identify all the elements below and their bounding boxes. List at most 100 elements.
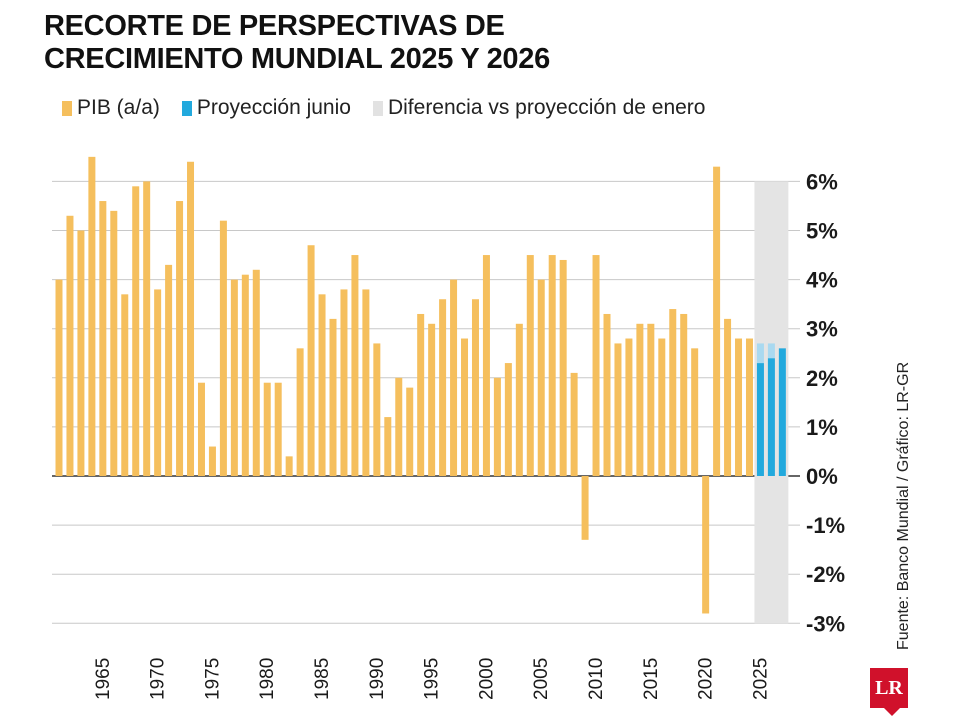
x-tick-label: 2010	[586, 658, 607, 700]
bar-gdp-2018	[680, 313, 688, 476]
y-tick-label: -3%	[806, 611, 845, 636]
x-tick-label: 2000	[476, 658, 497, 700]
bar-gdp-1999	[471, 299, 479, 476]
bar-gdp-1990	[373, 343, 381, 476]
bar-projection-2027	[778, 348, 786, 476]
bar-gdp-2024	[745, 338, 753, 476]
chart-title: RECORTE DE PERSPECTIVAS DE CRECIMIENTO M…	[44, 10, 744, 76]
bar-gdp-1974	[197, 382, 205, 476]
x-tick-label: 2005	[531, 658, 552, 700]
y-tick-label: 5%	[806, 219, 838, 244]
bar-projection-2026	[767, 358, 775, 476]
bar-gdp-2000	[482, 255, 490, 476]
bar-gdp-1993	[406, 387, 414, 476]
legend-swatch-gdp	[62, 100, 72, 116]
bar-gdp-2012	[614, 343, 622, 476]
x-tick-label: 1965	[93, 658, 114, 700]
y-tick-label: 0%	[806, 464, 838, 489]
legend-item-projection: Proyección junio	[181, 96, 351, 120]
bar-gdp-2021	[713, 166, 721, 477]
bar-gdp-2020	[702, 476, 710, 614]
bar-gdp-2009	[581, 476, 589, 540]
bar-gdp-2023	[735, 338, 743, 476]
x-tick-label: 2015	[641, 658, 662, 700]
bar-gdp-1980	[263, 382, 271, 476]
y-axis-ticks: 6% 5% 4% 3% 2% 1% 0% -1% -2% -3%	[806, 169, 845, 636]
x-tick-label: 1970	[148, 658, 169, 700]
y-tick-label: -1%	[806, 513, 845, 538]
bar-gdp-1975	[208, 446, 216, 476]
bar-gdp-1969	[143, 181, 151, 476]
legend-item-difference: Diferencia vs proyección de enero	[372, 96, 706, 120]
chart-title-line2: CRECIMIENTO MUNDIAL 2025 Y 2026	[44, 43, 550, 75]
bar-gdp-1979	[252, 269, 260, 476]
legend-label-gdp: PIB (a/a)	[77, 96, 160, 119]
bar-gdp-1985	[318, 294, 326, 476]
bar-gdp-1970	[154, 289, 162, 476]
bar-gdp-1961	[55, 279, 63, 476]
bar-gdp-1982	[285, 456, 293, 476]
bar-gdp-1989	[362, 289, 370, 476]
source-note: Fuente: Banco Mundial / Gráfico: LR-GR	[895, 361, 912, 650]
bar-gdp-1991	[384, 417, 392, 476]
bar-projection-2025	[756, 363, 764, 476]
bar-gdp-1995	[428, 323, 436, 476]
bar-gdp-2016	[658, 338, 666, 476]
grid-lines	[52, 180, 800, 624]
bar-gdp-1994	[417, 313, 425, 476]
y-tick-label: 1%	[806, 415, 838, 440]
lr-logo: LR	[870, 668, 908, 716]
x-tick-label: 1980	[257, 658, 278, 700]
bar-gdp-1992	[395, 377, 403, 476]
x-tick-label: 1985	[312, 658, 333, 700]
bar-gdp-1972	[176, 201, 184, 477]
x-tick-label: 1975	[202, 658, 223, 700]
bar-gdp-2011	[603, 313, 611, 476]
bar-gdp-2008	[570, 372, 578, 476]
y-tick-label: 3%	[806, 317, 838, 342]
bar-gdp-2010	[592, 255, 600, 476]
bar-gdp-2022	[724, 318, 732, 476]
bar-gdp-2015	[647, 323, 655, 476]
bar-gdp-2005	[537, 279, 545, 476]
bar-gdp-1987	[340, 289, 348, 476]
bars	[55, 156, 786, 614]
bar-gdp-1996	[439, 299, 447, 476]
legend-item-gdp: PIB (a/a)	[62, 96, 160, 120]
bar-gdp-1968	[132, 186, 140, 476]
bar-gdp-2003	[515, 323, 523, 476]
bar-gdp-1973	[187, 161, 195, 476]
legend-label-difference: Diferencia vs proyección de enero	[387, 96, 706, 119]
y-tick-label: 2%	[806, 366, 838, 391]
bar-gdp-1971	[165, 264, 173, 476]
y-tick-label: -2%	[806, 562, 845, 587]
bar-gdp-1976	[219, 220, 227, 476]
bar-gdp-1986	[329, 318, 337, 476]
bar-gdp-2019	[691, 348, 699, 476]
bar-gdp-1962	[66, 215, 74, 476]
bar-gdp-2006	[548, 255, 556, 476]
bar-gdp-1981	[274, 382, 282, 476]
bar-gdp-1977	[230, 279, 238, 476]
bar-gdp-1964	[88, 156, 96, 476]
bar-gdp-1988	[351, 255, 359, 476]
bar-gdp-1983	[296, 348, 304, 476]
bar-gdp-2014	[636, 323, 644, 476]
bar-gdp-2013	[625, 338, 633, 476]
bar-gdp-1965	[99, 201, 107, 477]
x-tick-label: 1995	[422, 658, 443, 700]
y-tick-label: 6%	[806, 169, 838, 194]
legend-swatch-difference	[372, 100, 383, 116]
bar-difference-2026	[767, 343, 775, 359]
bar-gdp-2002	[504, 363, 512, 476]
bar-gdp-2017	[669, 309, 677, 476]
bar-gdp-1997	[450, 279, 458, 476]
bar-gdp-2001	[493, 377, 501, 476]
bar-gdp-2007	[559, 259, 567, 476]
x-tick-label: 2020	[696, 658, 717, 700]
legend-label-projection: Proyección junio	[196, 96, 351, 119]
chart-title-line1: RECORTE DE PERSPECTIVAS DE	[44, 10, 505, 42]
bar-gdp-1998	[461, 338, 469, 476]
bar-gdp-1967	[121, 294, 129, 476]
